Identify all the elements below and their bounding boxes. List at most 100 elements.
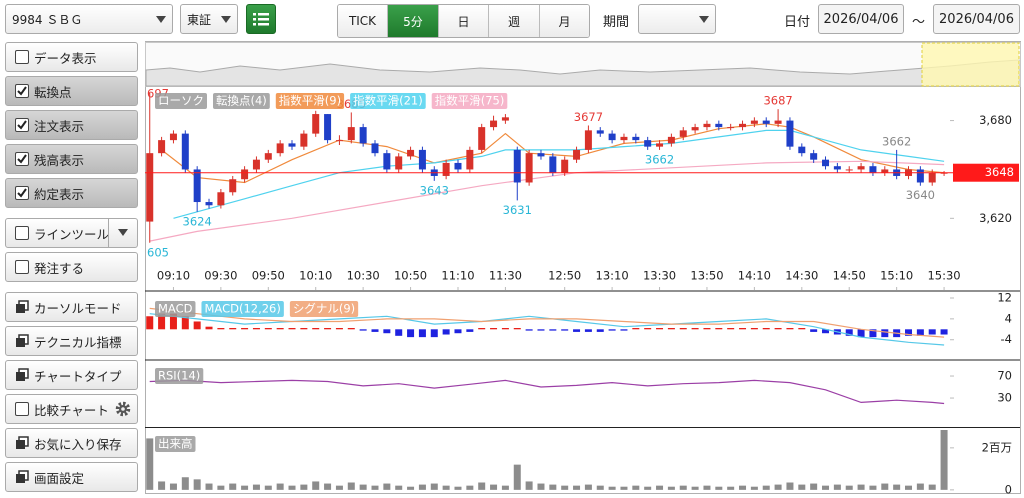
candle-body <box>691 127 699 131</box>
volume-bar <box>774 484 782 490</box>
macd-bar <box>549 329 557 331</box>
macd-bar <box>241 328 249 330</box>
macd-bar <box>632 328 640 330</box>
candle-body <box>822 159 830 167</box>
turning-point-label: 3662 <box>882 134 911 148</box>
sidebar-button[interactable]: 注文表示 <box>5 110 138 140</box>
market-select[interactable]: 東証 <box>180 4 238 34</box>
volume-bar <box>466 485 474 490</box>
macd-bar <box>739 328 747 330</box>
macd-bar <box>845 329 853 336</box>
macd-bar <box>644 328 652 330</box>
macd-bar <box>810 329 818 332</box>
caret <box>221 16 231 23</box>
date-to[interactable]: 2026/04/06 <box>933 4 1020 34</box>
macd-bar <box>750 328 758 330</box>
macd-bar <box>691 328 699 330</box>
volume-bar <box>229 483 237 490</box>
volume-bar <box>632 485 640 490</box>
candle-body <box>679 130 687 137</box>
volume-bar <box>158 481 166 490</box>
x-tick-label: 10:50 <box>394 269 427 283</box>
sidebar-button[interactable]: チャートタイプ <box>5 360 138 390</box>
last-price-tag <box>953 163 1019 182</box>
turning-point-label: 3687 <box>763 94 792 108</box>
candle-body <box>205 202 213 206</box>
macd-bar <box>584 329 592 332</box>
period-button[interactable]: 5分 <box>388 5 439 37</box>
candle-body <box>845 169 853 171</box>
volume-bar <box>525 481 533 490</box>
navigator-window[interactable] <box>921 42 1020 87</box>
macd-bar <box>525 329 533 331</box>
volume-bar <box>395 485 403 490</box>
candle-body <box>596 130 604 134</box>
macd-bar <box>312 328 320 330</box>
volume-bar <box>798 484 806 490</box>
candle-body <box>442 162 450 176</box>
candle-body <box>644 140 652 147</box>
volume-bar <box>715 486 723 490</box>
symbol: 9984 ＳＢＧ <box>12 12 83 27</box>
list-button[interactable] <box>246 4 276 34</box>
candle-body <box>762 120 770 124</box>
macd-bar <box>217 328 225 330</box>
checkbox <box>15 226 29 240</box>
sidebar-button[interactable]: 残高表示 <box>5 144 138 174</box>
macd-bar <box>264 328 272 330</box>
sidebar-button[interactable]: データ表示 <box>5 42 138 72</box>
period-button[interactable]: 月 <box>540 5 589 37</box>
symbol-select[interactable]: 9984 ＳＢＧ <box>5 4 173 34</box>
sidebar-button[interactable]: ラインツール <box>5 218 138 248</box>
checkbox <box>15 402 29 416</box>
sidebar-button[interactable]: 比較チャート <box>5 394 138 424</box>
checkbox-checked <box>15 186 29 200</box>
sidebar-button[interactable]: お気に入り保存 <box>5 428 138 458</box>
volume-bar <box>810 483 818 490</box>
y-tick-label: 0 <box>1005 482 1012 496</box>
sidebar-button[interactable]: テクニカル指標 <box>5 326 138 356</box>
button-label: ラインツール <box>34 226 110 242</box>
sidebar-button[interactable]: 転換点 <box>5 76 138 106</box>
button-label: 画面設定 <box>34 470 85 486</box>
checkbox <box>15 260 29 274</box>
volume-bar <box>312 481 320 490</box>
volume-bar <box>750 486 758 490</box>
candle-body <box>881 169 889 173</box>
sidebar-button[interactable]: 発注する <box>5 252 138 282</box>
candle-body <box>466 149 474 170</box>
volume-bar <box>644 486 652 490</box>
sidebar-button[interactable]: 画面設定 <box>5 462 138 492</box>
date-from[interactable]: 2026/04/06 <box>818 4 904 34</box>
candle-body <box>181 133 189 170</box>
dropdown-toggle[interactable] <box>108 219 137 247</box>
macd-bar <box>454 329 462 334</box>
sidebar-button[interactable]: カーソルモード <box>5 292 138 322</box>
candle-body <box>561 159 569 173</box>
period-select[interactable] <box>638 4 716 34</box>
checkbox <box>15 50 29 64</box>
period-button[interactable]: TICK <box>338 5 388 37</box>
volume-bar <box>573 485 581 490</box>
legend-label: 転換点(4) <box>216 94 267 108</box>
macd-bar <box>608 329 616 331</box>
volume-bar <box>169 483 177 490</box>
candle-body <box>193 169 201 203</box>
settings-gear[interactable] <box>109 395 137 423</box>
y-tick-label: 2百万 <box>982 440 1012 454</box>
candle-body <box>928 172 936 183</box>
x-tick-label: 15:10 <box>880 269 913 283</box>
candle-body <box>620 136 628 141</box>
macd-bar <box>335 328 343 330</box>
sidebar-button[interactable]: 約定表示 <box>5 178 138 208</box>
period-button[interactable]: 週 <box>489 5 540 37</box>
macd-bar <box>869 329 877 338</box>
volume-bar <box>893 484 901 490</box>
candle-body <box>347 127 355 141</box>
macd-bar <box>252 328 260 330</box>
period-button[interactable]: 日 <box>439 5 489 37</box>
volume-bar <box>703 485 711 490</box>
volume-bar <box>739 485 747 490</box>
